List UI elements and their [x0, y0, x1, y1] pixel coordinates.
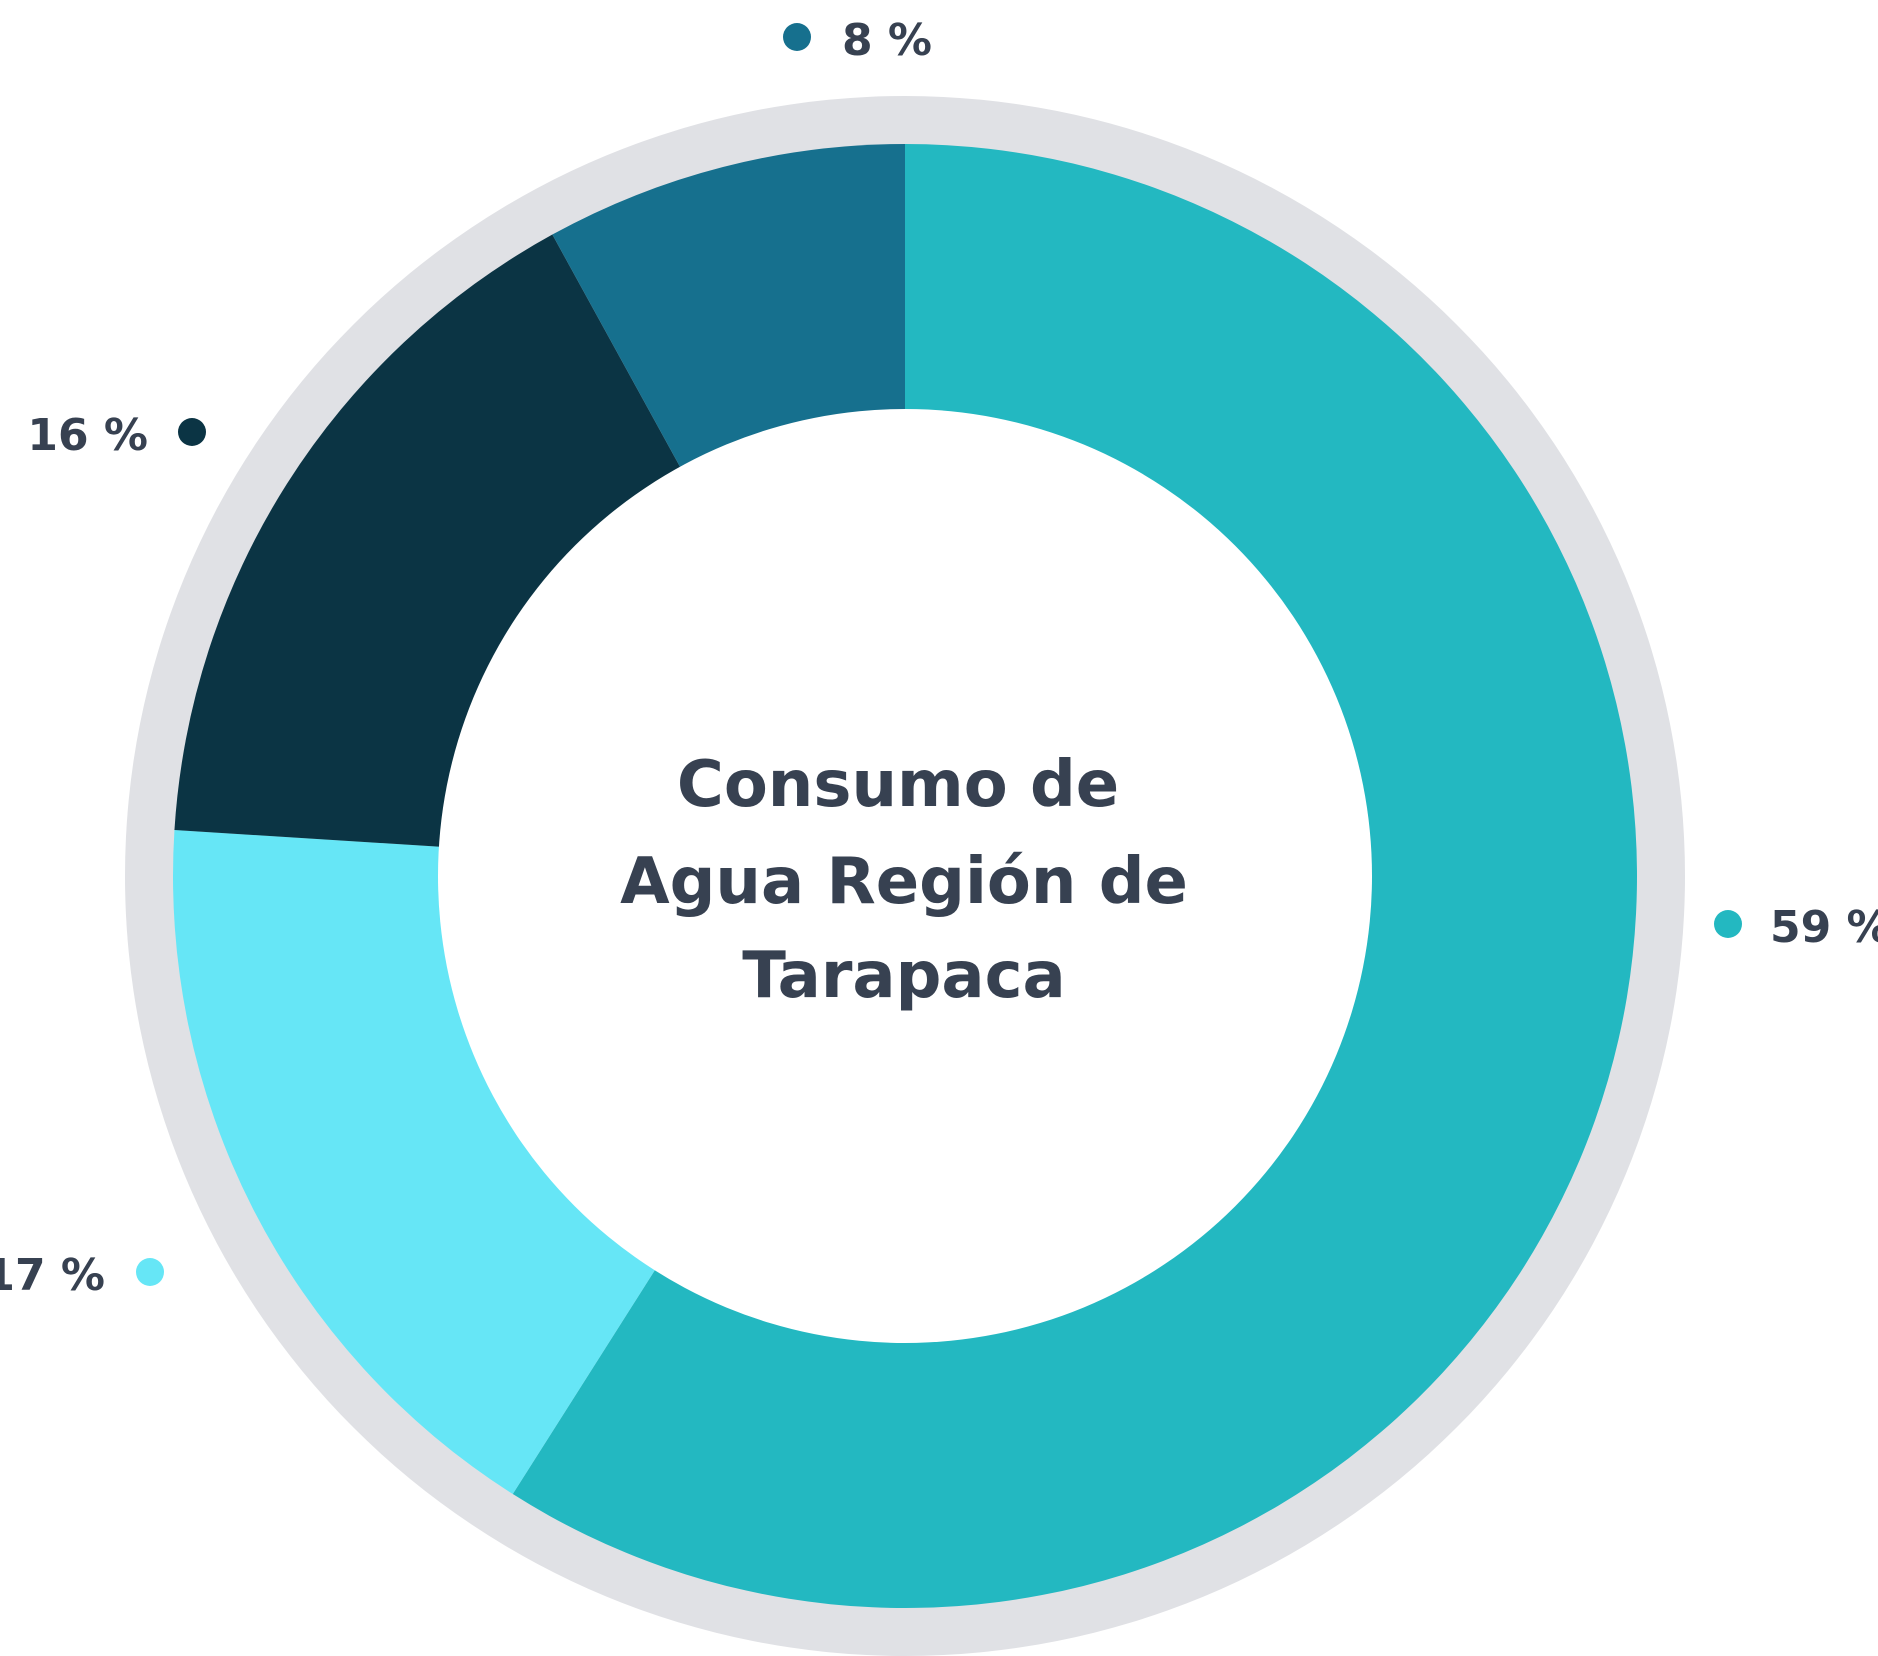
legend-dot-16 — [178, 418, 206, 446]
chart-title-line-3: Tarapaca — [742, 939, 1065, 1013]
slice-label-17: 17 % — [0, 1250, 105, 1301]
slice-label-16: 16 % — [27, 410, 148, 461]
labels-group: 59 % 17 % 16 % 8 % — [0, 15, 1878, 1301]
slice-label-59: 59 % — [1770, 902, 1878, 953]
legend-dot-8 — [783, 23, 811, 51]
donut-hole — [438, 409, 1372, 1343]
slice-label-8: 8 % — [842, 15, 932, 66]
chart-title-line-2: Agua Región de — [620, 845, 1188, 919]
chart-title-line-1: Consumo de — [677, 748, 1119, 822]
legend-dot-59 — [1714, 910, 1742, 938]
legend-dot-17 — [136, 1258, 164, 1286]
